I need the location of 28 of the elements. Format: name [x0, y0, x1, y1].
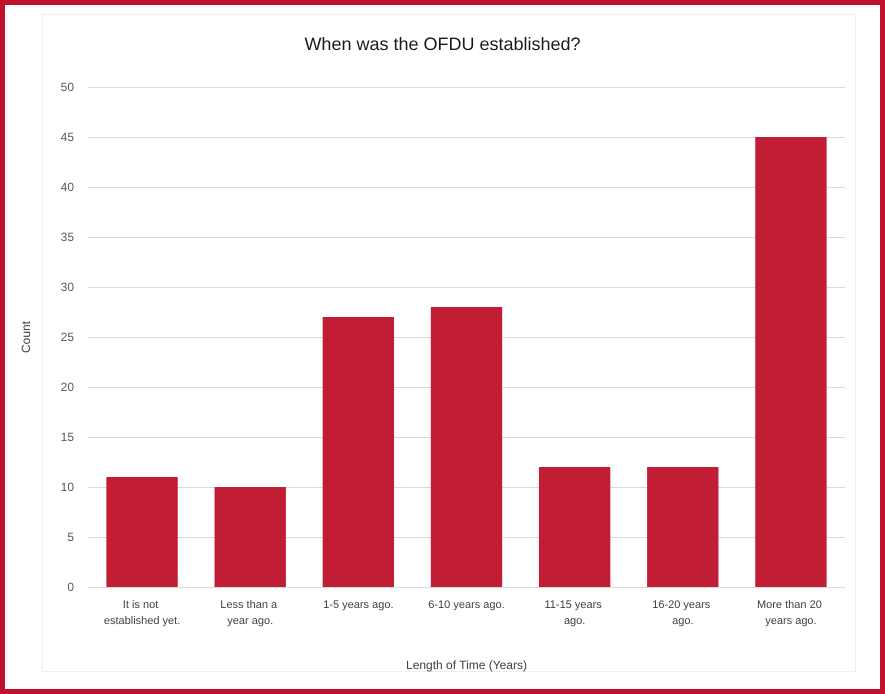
bar	[647, 467, 718, 587]
x-axis-title: Length of Time (Years)	[406, 658, 527, 672]
x-tick-label: It is not established yet.	[104, 599, 180, 627]
bar	[106, 477, 178, 587]
x-tick-label: 16-20 years ago.	[652, 599, 714, 627]
y-tick-label: 35	[60, 230, 74, 244]
bar	[214, 487, 286, 587]
bar	[322, 317, 394, 587]
y-tick-label: 20	[60, 380, 74, 394]
y-tick-label: 30	[60, 280, 74, 294]
y-tick-label: 0	[67, 580, 74, 594]
y-tick-label: 15	[60, 430, 74, 444]
y-tick-label: 50	[60, 80, 74, 94]
y-tick-label: 40	[60, 180, 74, 194]
bar	[430, 307, 502, 587]
y-tick-label: 25	[60, 330, 74, 344]
x-tick-label: More than 20 years ago.	[756, 599, 825, 627]
bar	[538, 467, 610, 587]
x-tick-label: 6-10 years ago.	[428, 599, 505, 611]
y-tick-label: 5	[67, 530, 74, 544]
x-tick-label: 1-5 years ago.	[323, 599, 394, 611]
x-tick-label: Less than a year ago.	[220, 599, 280, 627]
chart-title: When was the OFDU established?	[304, 34, 581, 54]
y-tick-label: 10	[60, 480, 74, 494]
y-axis-title: Count	[19, 320, 33, 354]
y-tick-label: 45	[60, 130, 74, 144]
x-tick-label: 11-15 years ago.	[544, 599, 605, 627]
bar	[755, 137, 827, 587]
